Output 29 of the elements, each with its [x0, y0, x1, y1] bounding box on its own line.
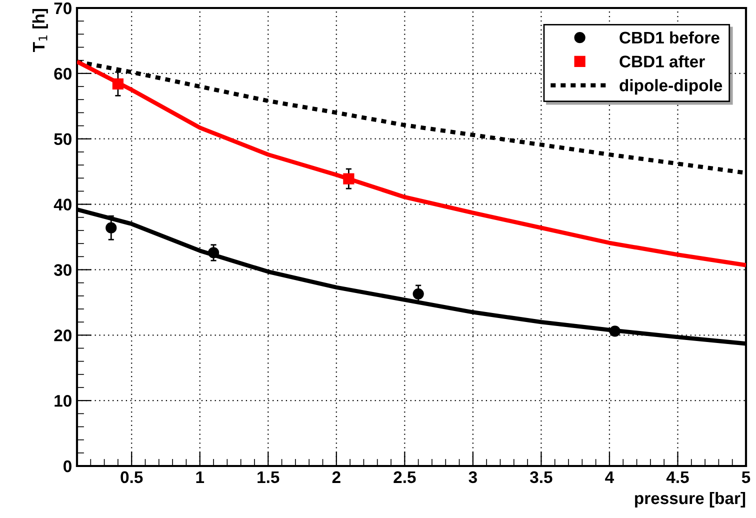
x-tick-label: 2 [332, 471, 340, 483]
x-tick-label: 1 [196, 471, 204, 483]
point [412, 288, 424, 300]
x-tick-label: 2.5 [394, 471, 416, 484]
y-tick-label: 10 [54, 394, 72, 407]
y-tick-label: 30 [54, 264, 72, 276]
x-tick-label: 0.5 [120, 471, 143, 484]
y-tick-label: 50 [54, 133, 72, 146]
y-tick-label: 0 [64, 460, 72, 472]
y-tick-label: 70 [54, 2, 72, 14]
x-tick-label: 4 [605, 471, 614, 483]
point [208, 247, 220, 258]
x-tick-label: 4.5 [666, 471, 689, 484]
point [343, 173, 354, 184]
y-tick-label: 40 [54, 198, 72, 210]
point [609, 326, 620, 337]
legend-label: CBD1 after [620, 55, 705, 68]
point [112, 78, 124, 90]
x-tick-label: 1.5 [258, 471, 280, 484]
legend-label: CBD1 before [620, 31, 720, 44]
legend-label: dipole-dipole [620, 79, 722, 95]
point [106, 222, 117, 234]
x-tick-label: 3 [468, 471, 477, 484]
x-tick-label: 3.5 [530, 471, 552, 484]
y-tick-label: 20 [54, 330, 72, 342]
x-tick-label: 5 [742, 471, 750, 484]
y-axis-title: T$_{1}$ [h] [32, 8, 48, 52]
y-tick-label: 60 [54, 68, 72, 80]
x-axis-title: pressure [bar] [635, 492, 746, 508]
